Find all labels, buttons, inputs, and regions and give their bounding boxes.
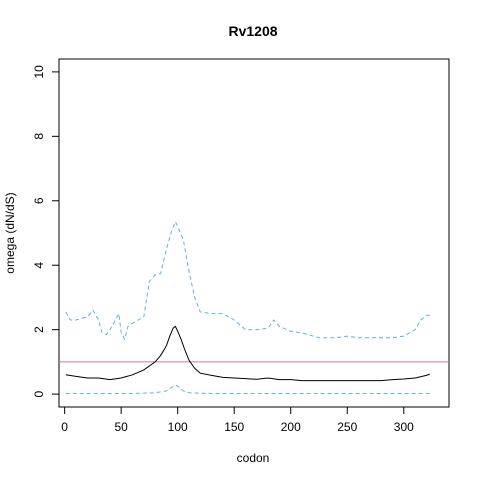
series-line-2 — [65, 384, 430, 394]
y-axis-label: omega (dN/dS) — [3, 192, 17, 273]
y-tick-label: 0 — [32, 390, 46, 397]
y-tick-label: 6 — [32, 197, 46, 204]
y-tick-label: 10 — [32, 65, 46, 79]
y-tick-label: 2 — [32, 326, 46, 333]
x-tick-label: 200 — [281, 420, 301, 434]
x-axis: 0 50 100 150 200 250 300 — [61, 406, 414, 434]
x-tick-label: 250 — [337, 420, 357, 434]
y-tick-label: 4 — [32, 262, 46, 269]
series-line-0 — [65, 325, 430, 382]
x-tick-label: 0 — [61, 420, 68, 434]
chart-title: Rv1208 — [228, 23, 277, 39]
x-tick-label: 150 — [224, 420, 244, 434]
y-tick-label: 8 — [32, 133, 46, 140]
plot-frame — [58, 58, 450, 408]
plot-area — [59, 220, 449, 394]
x-tick-label: 50 — [114, 420, 128, 434]
x-axis-label: codon — [237, 451, 270, 465]
y-axis: 0 2 4 6 8 10 — [32, 65, 60, 397]
x-tick-label: 300 — [394, 420, 414, 434]
x-tick-label: 100 — [168, 420, 188, 434]
series-line-1 — [65, 220, 430, 341]
